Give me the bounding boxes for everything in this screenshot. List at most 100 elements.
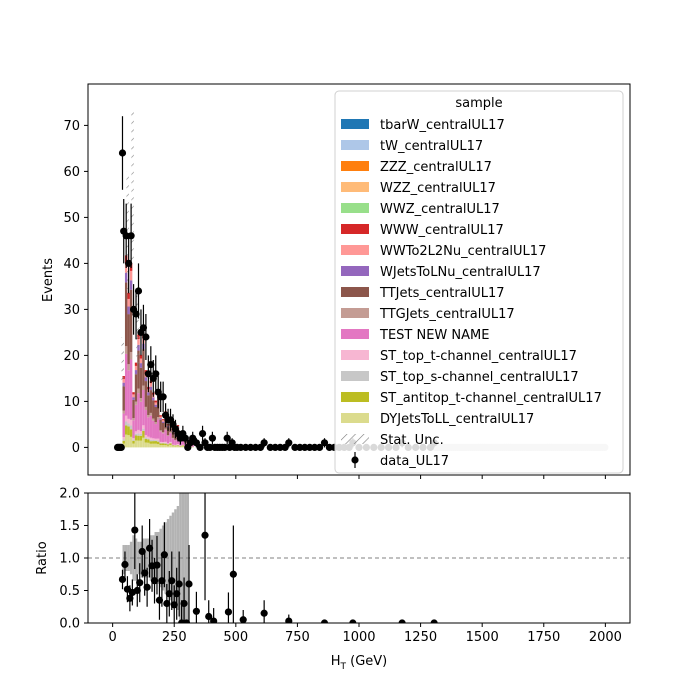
legend-swatch-hatch: [341, 434, 369, 444]
legend-swatch: [341, 224, 369, 234]
data-point: [132, 310, 140, 318]
data-point: [301, 443, 309, 451]
mc-stack-segment: [124, 272, 128, 283]
mc-stack-segment: [144, 437, 148, 439]
mc-stack-segment: [156, 440, 160, 442]
mc-stack-segment: [159, 445, 162, 448]
mc-stack-segment: [156, 444, 160, 448]
data-point: [296, 443, 304, 451]
ratio-y-tick-label: 1.0: [59, 552, 80, 567]
ratio-x-tick-label: 1250: [404, 630, 437, 645]
mc-stack-segment: [147, 417, 150, 437]
mc-stack-segment: [149, 412, 153, 416]
legend: sample tbarW_centralUL17 tW_centralUL17 ZZ…: [334, 90, 624, 474]
mc-stack-segment: [181, 440, 185, 445]
mc-stack-segment: [156, 417, 160, 420]
mc-stack-segment: [139, 358, 143, 364]
mc-stack-segment: [124, 353, 128, 416]
ratio-unc-band: [122, 545, 125, 575]
mc-stack-segment: [124, 282, 128, 347]
mc-stack-segment: [124, 434, 128, 448]
mc-stack-segment: [134, 365, 138, 371]
mc-stack-segment: [147, 395, 150, 415]
mc-stack-segment: [154, 440, 157, 442]
mc-stack-segment: [149, 415, 153, 438]
mc-stack-segment: [147, 414, 150, 418]
ratio-point: [182, 619, 191, 623]
ratio-point: [430, 619, 438, 623]
mc-stack-segment: [147, 438, 150, 440]
main-y-axis-title: Events: [41, 258, 56, 302]
legend-label: Stat. Unc.: [380, 433, 444, 448]
mc-stack-segment: [171, 444, 175, 446]
data-point: [206, 443, 214, 451]
ratio-unc-band: [176, 506, 180, 610]
mc-stack-segment: [144, 442, 148, 448]
ratio-point: [158, 577, 166, 585]
legend-marker-dot: [351, 456, 359, 464]
mc-stack-segment: [137, 429, 140, 434]
ratio-unc-band: [149, 535, 153, 581]
mc-stack-segment: [159, 442, 162, 444]
mc-stack-segment: [159, 415, 162, 417]
ratio-point: [224, 608, 233, 616]
mc-stack-segment: [129, 429, 133, 437]
mc-stack-segment: [171, 445, 175, 447]
ratio-point: [126, 594, 134, 602]
data-point: [117, 443, 125, 451]
mc-stack-segment: [122, 413, 125, 438]
data-point: [223, 434, 231, 442]
mc-stack-segment: [179, 446, 182, 448]
mc-stack-segment: [142, 428, 145, 431]
mc-stack-segment: [149, 437, 153, 440]
mc-stack-segment: [139, 354, 143, 359]
data-point: [152, 370, 160, 378]
mc-stack-segment: [122, 440, 125, 444]
mc-stack-segment: [176, 445, 180, 447]
data-point: [306, 443, 314, 451]
mc-stack-segment: [144, 438, 148, 443]
legend-swatch: [341, 161, 369, 171]
mc-stack-segment: [166, 435, 170, 444]
legend-label: WWW_centralUL17: [380, 223, 504, 238]
data-point: [242, 443, 250, 451]
mc-stack-segment: [164, 442, 167, 444]
legend-label: ST_antitop_t-channel_centralUL17: [380, 391, 602, 406]
data-point: [142, 333, 150, 341]
data-point: [266, 443, 274, 451]
mc-stack-segment: [159, 441, 162, 443]
ratio-plot-area: [88, 493, 630, 623]
mc-stack-segment: [179, 446, 182, 447]
legend-label: WWZ_centralUL17: [380, 202, 500, 217]
data-point: [271, 443, 279, 451]
mc-stack-segment: [144, 406, 148, 411]
mc-stack-segment: [142, 430, 145, 438]
mc-stack-segment: [166, 445, 170, 448]
main-y-tick-label: 0: [72, 441, 80, 456]
main-y-tick-label: 30: [63, 303, 80, 318]
legend-label: TTGJets_centralUL17: [379, 307, 515, 322]
mc-stack-segment: [139, 433, 143, 436]
main-x-ticks: [112, 475, 606, 479]
mc-stack-segment: [127, 364, 130, 371]
data-point: [315, 443, 324, 451]
mc-stack-segment: [159, 419, 162, 431]
mc-stack-segment: [169, 444, 172, 448]
mc-stack-segment: [132, 392, 135, 395]
mc-stack-segment: [127, 426, 130, 436]
ratio-point: [185, 580, 193, 588]
ratio-point: [170, 601, 178, 609]
mc-stack-segment: [159, 443, 162, 446]
legend-frame: [334, 90, 624, 474]
mc-stack-segment: [174, 445, 177, 447]
ratio-point: [150, 577, 159, 585]
mc-stack-segment: [147, 436, 150, 439]
ratio-unc-band: [184, 493, 187, 623]
mc-stack-segment: [164, 430, 167, 442]
mc-stack-segment: [134, 433, 138, 436]
mc-stack-segment: [159, 416, 162, 419]
mc-stack-segment: [171, 431, 175, 438]
ratio-y-tick-label: 1.5: [59, 519, 80, 534]
data-point: [260, 439, 268, 447]
mc-stack-segment: [161, 421, 165, 424]
